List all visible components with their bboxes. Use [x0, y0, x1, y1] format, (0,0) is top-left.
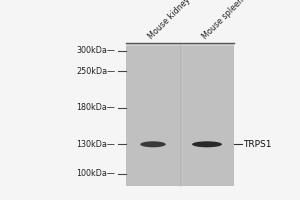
- Bar: [126, 43, 234, 186]
- Text: Mouse spleen: Mouse spleen: [201, 0, 246, 41]
- Text: 130kDa—: 130kDa—: [76, 140, 116, 149]
- Text: 100kDa—: 100kDa—: [76, 169, 116, 178]
- Text: 180kDa—: 180kDa—: [76, 103, 116, 112]
- Ellipse shape: [140, 141, 166, 147]
- Text: 250kDa—: 250kDa—: [76, 67, 116, 76]
- Ellipse shape: [192, 141, 222, 147]
- Text: Mouse kidney: Mouse kidney: [147, 0, 192, 41]
- Text: 300kDa—: 300kDa—: [76, 46, 116, 55]
- Bar: [126, 43, 234, 46]
- Text: TRPS1: TRPS1: [243, 140, 272, 149]
